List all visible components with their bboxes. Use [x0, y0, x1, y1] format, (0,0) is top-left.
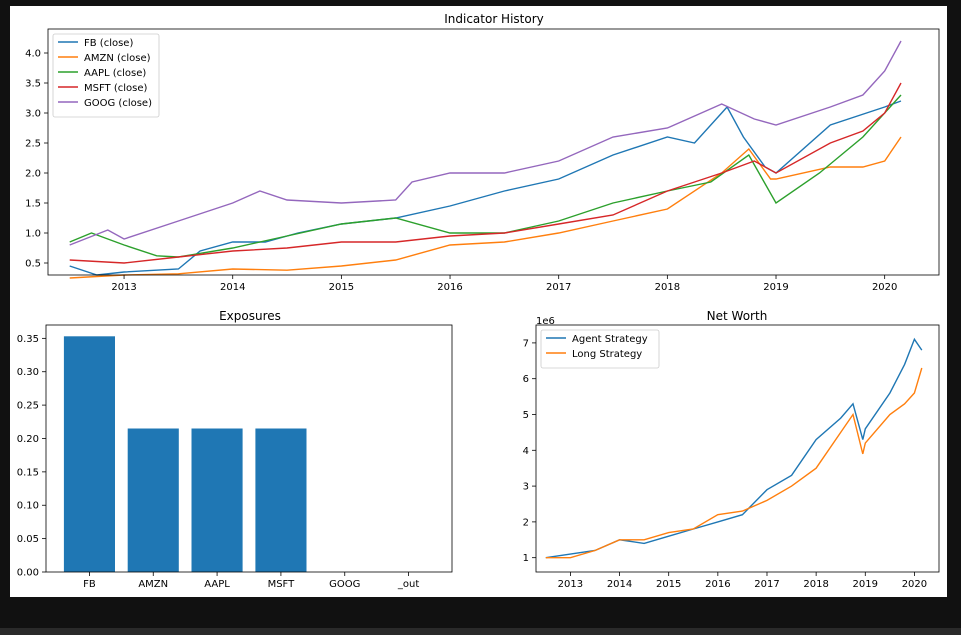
y-tick-label: 0.35	[17, 334, 39, 345]
bar-amzn	[127, 428, 179, 572]
y-tick-label: 0.10	[17, 501, 39, 512]
legend-label: MSFT (close)	[84, 83, 147, 94]
y-tick-label: 1	[523, 553, 529, 564]
y-tick-label: 0.15	[17, 467, 39, 478]
figure: Indicator History 2013 2014 2015 2016 2017 20…	[10, 6, 947, 597]
axes-frame	[535, 324, 940, 573]
y-tick-label: 2.5	[25, 139, 41, 150]
axes-frame	[45, 324, 453, 573]
x-tick-label: 2015	[329, 282, 354, 293]
legend-label: AAPL (close)	[84, 68, 146, 79]
x-tick-label: _out	[397, 579, 419, 590]
figure-canvas: Indicator History 2013 2014 2015 2016 2017 20…	[17, 12, 940, 590]
series-line-amzn-close	[69, 136, 902, 279]
indicator-history-chart: Indicator History 2013 2014 2015 2016 2017 20…	[25, 12, 940, 293]
x-tick-label: 2013	[111, 282, 136, 293]
x-tick-label: 2019	[853, 579, 878, 590]
chart-title: Indicator History	[444, 12, 544, 26]
series-line-long-strategy	[545, 367, 923, 559]
legend: Agent Strategy Long Strategy	[540, 329, 660, 369]
x-tick-label: 2020	[902, 579, 927, 590]
x-tick-label: 2015	[656, 579, 681, 590]
x-tick-label: 2014	[220, 282, 245, 293]
x-tick-label: 2019	[763, 282, 788, 293]
x-tick-label: 2017	[546, 282, 571, 293]
x-tick-label: FB	[83, 579, 96, 590]
y-offset-label: 1e6	[536, 316, 555, 327]
y-tick-label: 6	[523, 374, 529, 385]
x-tick-label: 2018	[803, 579, 828, 590]
y-tick-label: 0.25	[17, 401, 39, 412]
legend-box	[540, 329, 660, 369]
y-tick-label: 0.00	[17, 568, 39, 579]
series-line-msft-close	[69, 82, 902, 264]
y-tick-label: 7	[523, 338, 529, 349]
y-tick-label: 1.5	[25, 199, 41, 210]
plot-area: FB AMZN AAPL MSFT GOOG _out 0.00 0.05 0.10 0.15 0.…	[17, 324, 453, 590]
plot-area: 2013 2014 2015 2016 2017 2018 2019 2020 1 2 3 4 5 6 7	[523, 324, 940, 590]
x-tick-label: 2018	[655, 282, 680, 293]
legend-label: FB (close)	[84, 38, 133, 49]
legend-label: AMZN (close)	[84, 53, 151, 64]
series-line-fb-close	[69, 100, 902, 276]
axes-frame	[47, 28, 940, 276]
legend: FB (close) AMZN (close) AAPL (close) MSFT (…	[52, 33, 160, 118]
chart-title: Exposures	[219, 309, 281, 323]
y-tick-label: 0.30	[17, 367, 39, 378]
x-tick-label: 2016	[705, 579, 730, 590]
x-tick-label: 2013	[558, 579, 583, 590]
exposures-chart: Exposures FB AMZN AAPL MSFT GOOG _out 0.00 0.05…	[17, 309, 453, 590]
bar-msft	[255, 428, 307, 572]
x-tick-label: 2014	[607, 579, 632, 590]
y-tick-label: 0.20	[17, 434, 39, 445]
legend-label: GOOG (close)	[84, 98, 152, 109]
bar-fb	[63, 336, 115, 572]
y-tick-label: 2	[523, 517, 529, 528]
plot-area: 2013 2014 2015 2016 2017 2018 2019 2020 0.5 1.0 1.…	[25, 28, 940, 293]
y-tick-label: 3	[523, 482, 529, 493]
series-line-goog-close	[69, 40, 902, 246]
x-tick-label: AAPL	[204, 579, 230, 590]
chart-title: Net Worth	[707, 309, 768, 323]
y-tick-label: 0.5	[25, 259, 41, 270]
bottom-strip	[0, 628, 961, 635]
y-tick-label: 4	[523, 446, 529, 457]
y-tick-label: 3.5	[25, 79, 41, 90]
x-tick-label: GOOG	[329, 579, 360, 590]
y-tick-label: 3.0	[25, 109, 41, 120]
x-tick-label: 2017	[754, 579, 779, 590]
y-tick-label: 0.05	[17, 534, 39, 545]
legend-label: Agent Strategy	[572, 334, 648, 345]
net-worth-chart: Net Worth 1e6 2013 2014 2015 2016 2017 2018 20…	[523, 309, 940, 590]
x-tick-label: AMZN	[138, 579, 168, 590]
y-tick-label: 2.0	[25, 169, 41, 180]
y-tick-label: 5	[523, 410, 529, 421]
legend-label: Long Strategy	[572, 349, 642, 360]
legend-box	[52, 33, 160, 118]
y-tick-label: 1.0	[25, 229, 41, 240]
series-line-aapl-close	[69, 94, 902, 258]
x-tick-label: MSFT	[268, 579, 296, 590]
x-tick-label: 2020	[872, 282, 897, 293]
y-tick-label: 4.0	[25, 49, 41, 60]
series-line-agent-strategy	[545, 337, 923, 559]
bar-aapl	[191, 428, 243, 572]
x-tick-label: 2016	[437, 282, 462, 293]
